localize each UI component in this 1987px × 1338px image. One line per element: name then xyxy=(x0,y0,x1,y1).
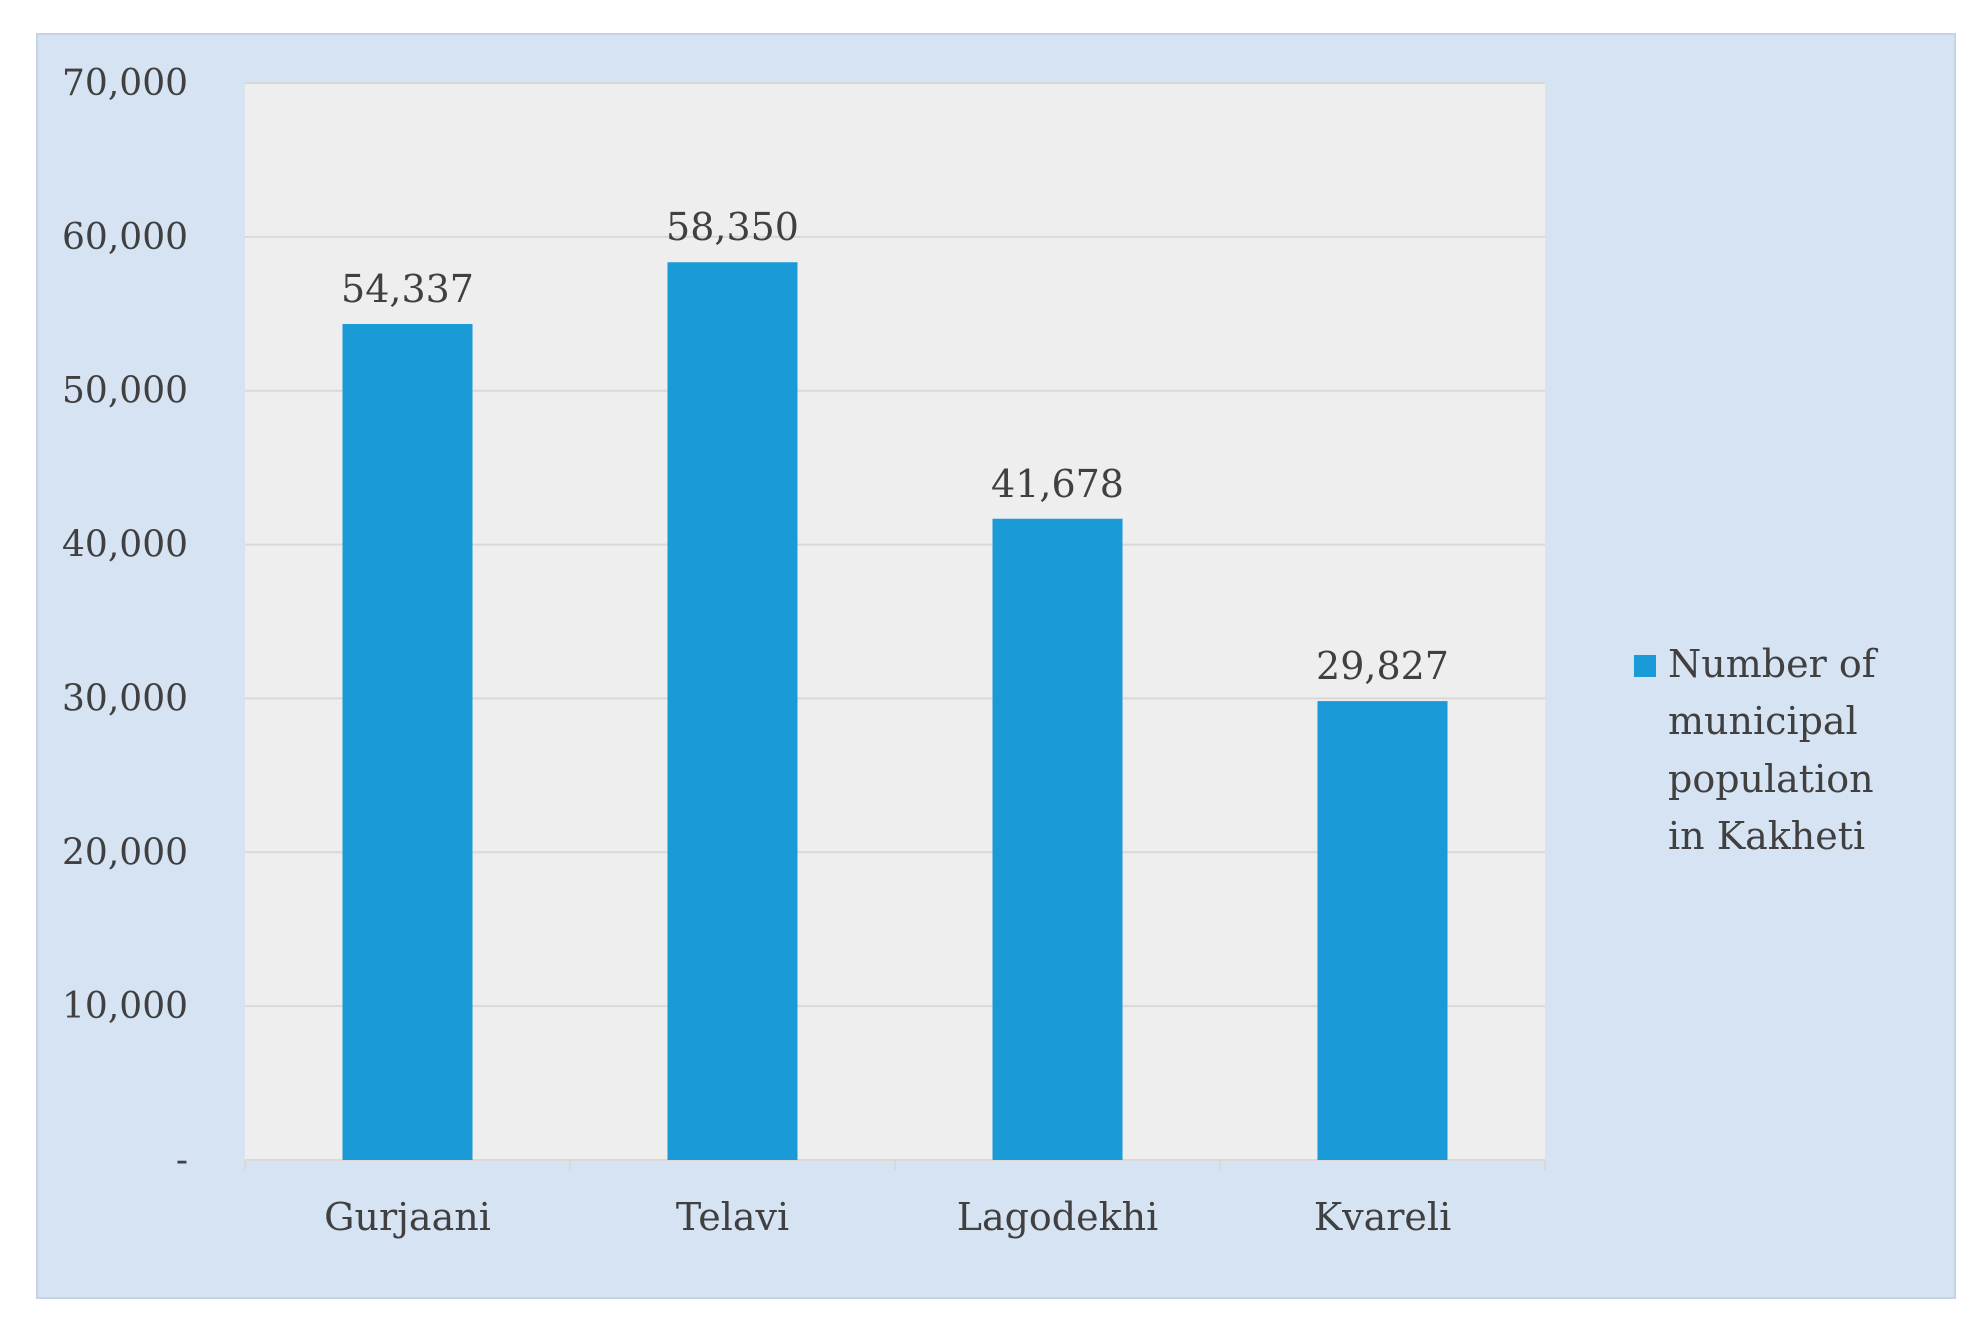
y-tick-label: 20,000 xyxy=(62,832,188,873)
x-axis-labels: Gurjaani Telavi Lagodekhi Kvareli xyxy=(324,1195,1451,1239)
legend-line-4: in Kakheti xyxy=(1668,814,1865,858)
bar-chart: - 10,000 20,000 30,000 40,000 50,000 60,000 70,… xyxy=(62,63,1879,1239)
legend: Number of municipal population in Kakhet… xyxy=(1634,642,1879,858)
x-tick-label: Kvareli xyxy=(1314,1195,1451,1239)
bars xyxy=(342,262,1448,1160)
legend-swatch xyxy=(1634,655,1656,677)
y-tick-label: 10,000 xyxy=(62,986,188,1027)
data-label: 54,337 xyxy=(341,267,474,311)
data-label: 41,678 xyxy=(991,462,1124,506)
chart-frame: - 10,000 20,000 30,000 40,000 50,000 60,000 70,… xyxy=(36,33,1956,1299)
y-tick-label: 70,000 xyxy=(62,63,188,104)
x-tick-label: Gurjaani xyxy=(324,1195,491,1239)
y-axis: - 10,000 20,000 30,000 40,000 50,000 60,000 70,… xyxy=(62,63,188,1181)
y-tick-label: 40,000 xyxy=(62,525,188,566)
y-tick-label: 30,000 xyxy=(62,678,188,719)
data-label: 29,827 xyxy=(1316,644,1449,688)
bar xyxy=(342,323,473,1160)
x-tick-label: Telavi xyxy=(676,1195,789,1239)
data-label: 58,350 xyxy=(666,205,799,249)
bar xyxy=(1317,701,1448,1160)
y-tick-label: 60,000 xyxy=(62,217,188,258)
data-labels: 54,337 58,350 41,678 29,827 xyxy=(341,205,1449,688)
y-tick-label: - xyxy=(176,1140,188,1181)
x-tick-label: Lagodekhi xyxy=(957,1195,1159,1239)
bar xyxy=(992,518,1123,1160)
legend-line-2: municipal xyxy=(1668,699,1858,743)
y-tick-label: 50,000 xyxy=(62,371,188,412)
legend-line-3: population xyxy=(1668,757,1874,801)
legend-line-1: Number of xyxy=(1668,642,1879,686)
bar xyxy=(667,262,798,1160)
x-axis xyxy=(244,1159,1546,1170)
